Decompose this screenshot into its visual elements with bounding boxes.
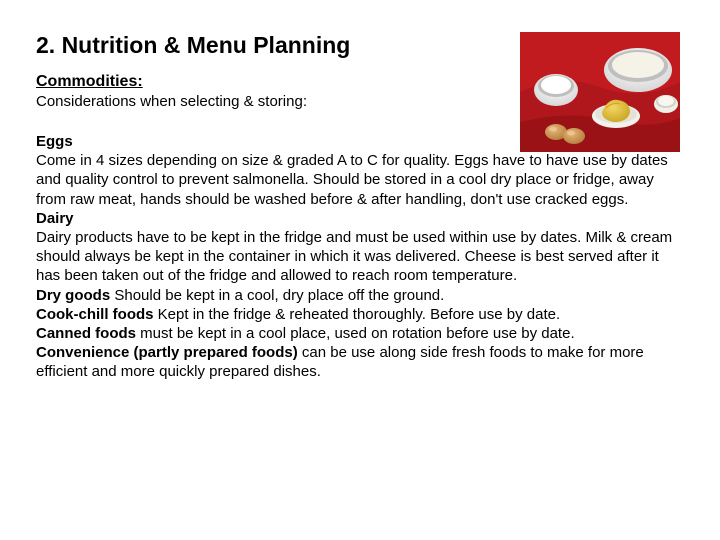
dry-goods-body: Should be kept in a cool, dry place off … xyxy=(110,287,444,304)
cook-chill-body: Kept in the fridge & reheated thoroughly… xyxy=(154,306,561,323)
dairy-heading: Dairy xyxy=(36,210,74,227)
cook-chill-heading: Cook-chill foods xyxy=(36,306,154,323)
eggs-heading: Eggs xyxy=(36,133,73,150)
eggs-body: Come in 4 sizes depending on size & grad… xyxy=(36,151,676,209)
canned-heading: Canned foods xyxy=(36,325,136,342)
dry-goods-heading: Dry goods xyxy=(36,287,110,304)
canned-body: must be kept in a cool place, used on ro… xyxy=(136,325,575,342)
body-text: Eggs Come in 4 sizes depending on size &… xyxy=(36,132,676,381)
dairy-body: Dairy products have to be kept in the fr… xyxy=(36,228,676,286)
convenience-heading: Convenience (partly prepared foods) xyxy=(36,344,298,361)
ingredients-photo xyxy=(520,32,680,152)
